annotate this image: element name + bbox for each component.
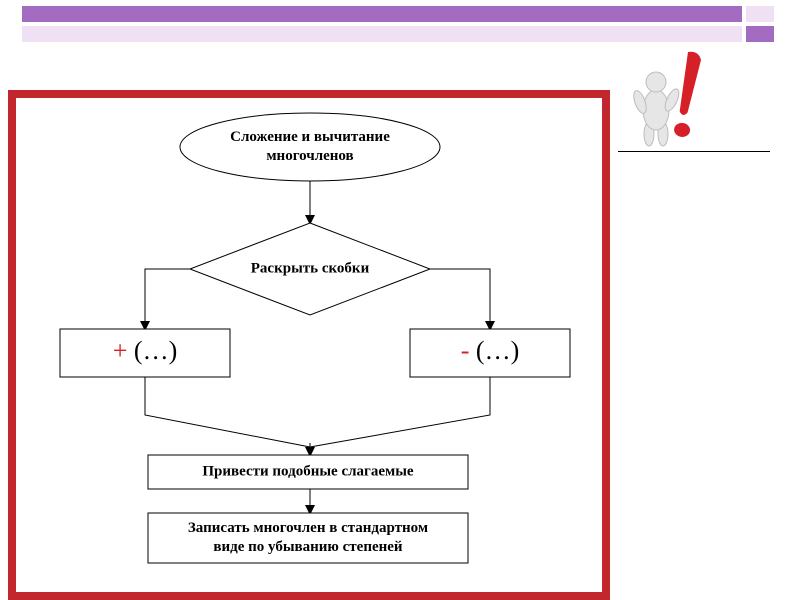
header-bar-top-main [22,6,742,22]
flowchart: Сложение и вычитание многочленов Раскрыть … [20,95,610,600]
header-bar-bottom-main [22,26,742,42]
svg-text:Сложение и вычитание: Сложение и вычитание [230,129,390,145]
svg-text:- (…): - (…) [461,336,520,365]
header-bar-bottom-end [746,26,774,42]
header-bar-top [22,6,774,22]
svg-text:виде по убыванию степеней: виде по убыванию степеней [213,539,403,555]
header-bar-top-end [746,6,774,22]
svg-text:+ (…): + (…) [113,336,178,365]
header-bar-bottom [22,26,774,42]
svg-text:Привести подобные слагаемые: Привести подобные слагаемые [202,463,414,479]
svg-text:многочленов: многочленов [266,148,353,164]
svg-text:Раскрыть скобки: Раскрыть скобки [251,260,370,276]
attention-icon [626,42,716,152]
svg-text:Записать многочлен в стандартн: Записать многочлен в стандартном [188,520,428,536]
